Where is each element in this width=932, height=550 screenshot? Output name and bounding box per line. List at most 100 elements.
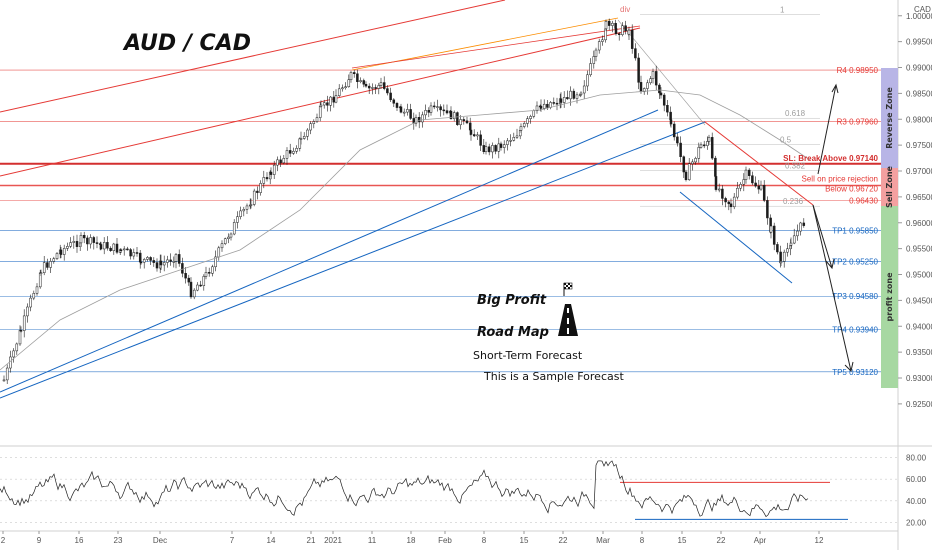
candle-body <box>392 99 396 104</box>
candle-body <box>232 222 236 235</box>
rsi-line <box>0 460 809 518</box>
candle-body <box>624 25 627 32</box>
candle-body <box>779 261 783 264</box>
candle-body <box>546 103 549 108</box>
candle-body <box>724 198 727 203</box>
candle-body <box>315 117 319 122</box>
x-tick-label: 2021 <box>324 536 342 545</box>
candle-body <box>634 48 637 59</box>
candle-body <box>223 238 227 244</box>
candle-body <box>59 249 63 255</box>
candle-body <box>367 85 371 89</box>
short-term-label: Short-Term Forecast <box>473 349 583 362</box>
candle-body <box>75 241 79 247</box>
candle-body <box>697 147 701 159</box>
candle-body <box>22 315 26 331</box>
candle-body <box>337 88 341 96</box>
candle-body <box>142 259 146 263</box>
level-label-R3: R3 0.97960 <box>837 117 879 126</box>
candle-body <box>649 78 652 84</box>
candle-body <box>162 262 166 266</box>
candle-body <box>282 158 286 164</box>
candle-body <box>717 188 721 191</box>
candle-body <box>796 230 799 237</box>
candle-body <box>445 110 449 114</box>
candle-body <box>762 185 766 201</box>
x-tick-label: 2 <box>1 536 6 545</box>
candle-body <box>532 110 536 117</box>
candle-body <box>694 158 697 163</box>
candle-body <box>35 286 39 294</box>
candle-body <box>288 150 292 154</box>
x-tick-label: 9 <box>37 536 42 545</box>
candle-body <box>347 79 351 87</box>
moving-average-line <box>0 89 811 371</box>
candle-body <box>259 183 262 193</box>
candle-body <box>414 117 418 124</box>
candle-body <box>239 210 242 217</box>
candle-body <box>682 156 686 173</box>
candle-body <box>272 164 276 175</box>
level-label-TP1: TP1 0.95850 <box>832 227 878 236</box>
candle-body <box>146 257 149 260</box>
x-tick-label: 12 <box>815 536 824 545</box>
candle-body <box>555 102 559 105</box>
candle-body <box>5 367 9 381</box>
candle-body <box>589 63 592 76</box>
checkered-flag-icon <box>563 282 573 296</box>
y-tick-label: 0.92500 <box>906 400 932 409</box>
candle-body <box>349 72 353 80</box>
candle-body <box>802 222 806 226</box>
candle-body <box>129 249 132 257</box>
candle-body <box>566 97 569 100</box>
candle-body <box>135 252 139 254</box>
candle-body <box>298 138 302 149</box>
x-tick-label: 22 <box>717 536 726 545</box>
level-label-TP5: TP5 0.93120 <box>832 368 878 377</box>
candle-body <box>614 28 618 34</box>
candle-body <box>452 112 456 119</box>
candle-body <box>539 105 543 109</box>
candle-body <box>754 182 757 187</box>
candle-body <box>341 87 344 90</box>
rsi-tick-label: 80.00 <box>906 453 927 462</box>
candle-body <box>106 242 109 249</box>
candle-body <box>497 143 501 152</box>
candle-body <box>575 94 579 99</box>
candle-body <box>295 148 298 152</box>
candle-body <box>672 123 676 138</box>
level-label-sell-line1: Sell on price rejection <box>802 175 878 184</box>
candle-body <box>714 176 718 190</box>
candle-body <box>630 29 634 49</box>
candle-body <box>192 289 196 298</box>
candle-body <box>757 185 761 190</box>
candle-body <box>439 106 442 111</box>
candle-body <box>506 140 509 145</box>
candle-body <box>9 356 12 369</box>
x-tick-label: 18 <box>407 536 416 545</box>
candle-body <box>782 251 786 262</box>
level-label-TP2: TP2 0.95250 <box>832 258 878 267</box>
candle-body <box>646 82 649 89</box>
candle-body <box>799 222 802 232</box>
trendline <box>0 109 659 393</box>
x-tick-label: 14 <box>267 536 276 545</box>
candle-body <box>319 104 323 107</box>
candle-body <box>637 57 640 83</box>
candle-body <box>302 136 306 139</box>
candle-body <box>744 169 748 180</box>
candle-body <box>227 236 230 239</box>
candle-body <box>699 144 703 148</box>
candle-body <box>46 262 49 268</box>
candle-body <box>49 261 52 268</box>
candle-body <box>747 169 751 176</box>
trendline <box>0 27 641 177</box>
candle-body <box>126 248 129 251</box>
candle-body <box>62 248 66 255</box>
candle-body <box>442 109 446 112</box>
